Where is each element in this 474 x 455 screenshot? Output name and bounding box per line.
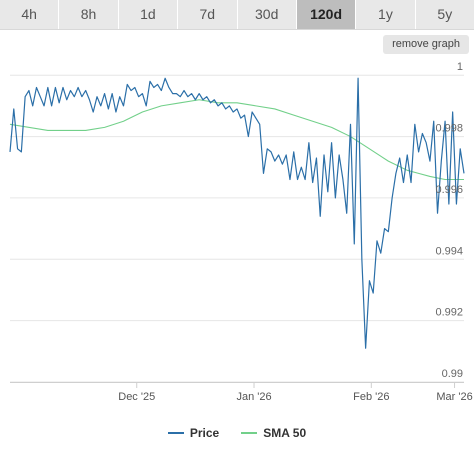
tab-1d[interactable]: 1d (118, 0, 179, 29)
x-tick-label: Feb '26 (353, 391, 389, 403)
y-tick-label: 0.992 (435, 307, 463, 319)
y-tick-label: 1 (457, 61, 463, 73)
tab-120d[interactable]: 120d (296, 0, 357, 29)
y-tick-label: 0.99 (442, 368, 463, 380)
legend-label-price: Price (189, 426, 220, 440)
tab-5y[interactable]: 5y (415, 0, 474, 29)
x-tick-label: Dec '25 (118, 391, 155, 403)
legend-label-sma-50: SMA 50 (263, 426, 307, 440)
y-tick-label: 0.994 (435, 245, 463, 257)
legend-swatch-sma-50 (241, 432, 258, 434)
series-line-price (9, 77, 465, 349)
y-tick-label: 0.998 (435, 123, 463, 135)
tab-1y[interactable]: 1y (356, 0, 416, 29)
timeframe-tabs: 4h 8h 1d 7d 30d 120d 1y 5y (0, 0, 474, 30)
tab-30d[interactable]: 30d (237, 0, 297, 29)
y-tick-label: 0.996 (435, 184, 463, 196)
chart-legend: Price SMA 50 (0, 424, 474, 442)
tab-4h[interactable]: 4h (0, 0, 60, 29)
legend-item-sma-50[interactable]: SMA 50 (241, 426, 306, 440)
x-tick-label: Jan '26 (236, 391, 271, 403)
tab-7d[interactable]: 7d (178, 0, 238, 29)
series-line-sma-50 (9, 99, 464, 181)
legend-item-price[interactable]: Price (167, 426, 220, 440)
tab-8h[interactable]: 8h (59, 0, 119, 29)
legend-swatch-price (167, 432, 184, 434)
remove-graph-button[interactable]: remove graph (383, 35, 469, 54)
x-tick-label: Mar '26 (436, 391, 472, 403)
